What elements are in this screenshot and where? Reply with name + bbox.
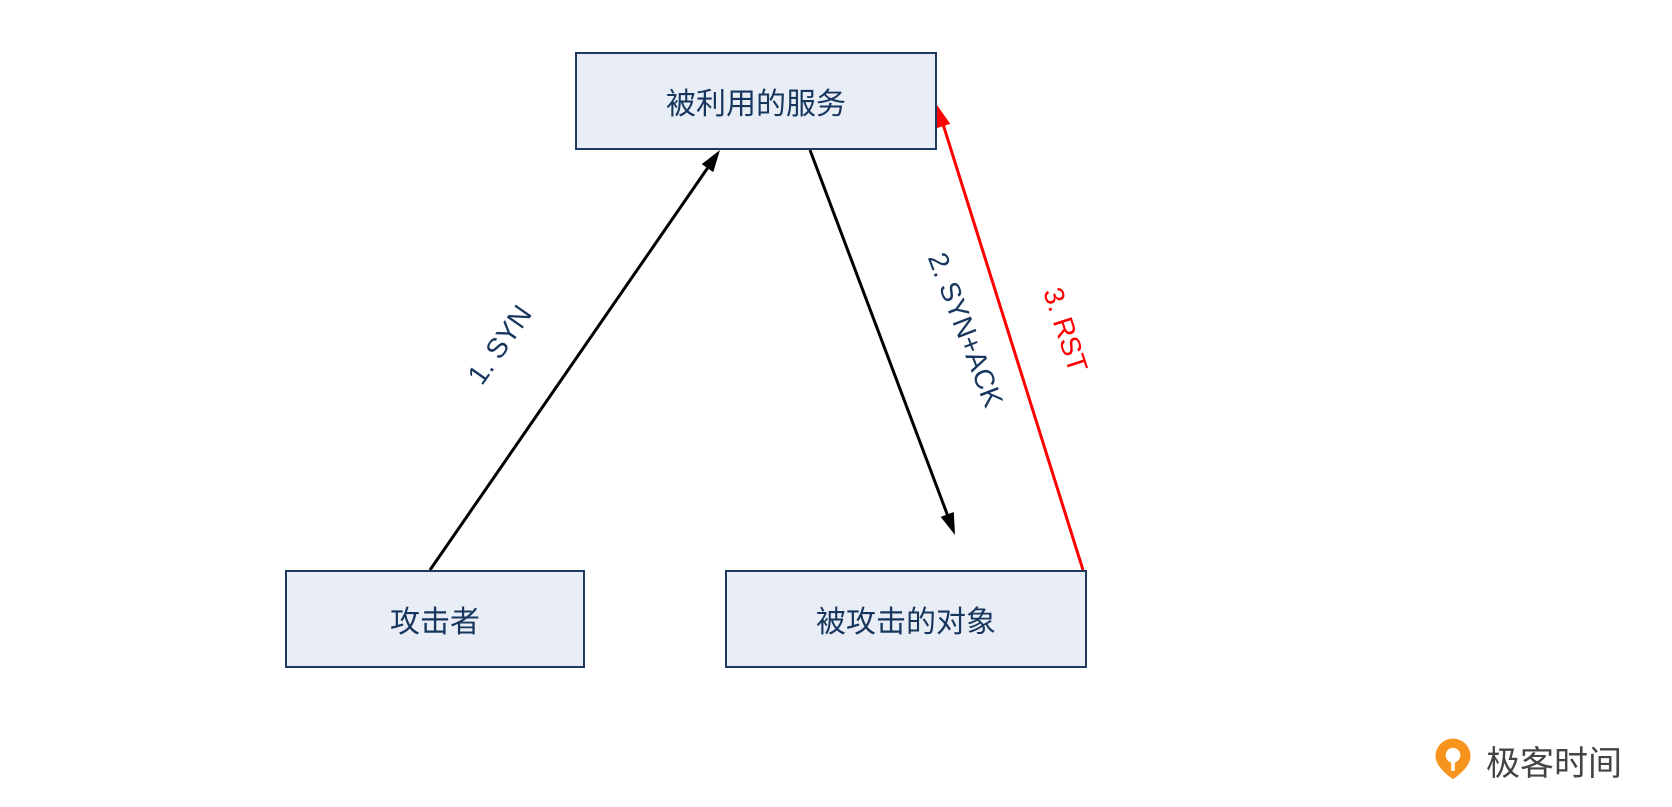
edge-label-synack-text: 2. SYN+ACK (922, 248, 1009, 411)
edge-label-rst-text: 3. RST (1037, 284, 1093, 376)
node-exploited-service: 被利用的服务 (575, 52, 937, 150)
watermark: 极客时间 (1430, 735, 1622, 786)
edge-label-synack: 2. SYN+ACK (921, 248, 1009, 411)
node-victim: 被攻击的对象 (725, 570, 1087, 668)
diagram-stage: { "canvas": { "width": 1672, "height": 8… (0, 0, 1672, 807)
node-victim-label: 被攻击的对象 (816, 597, 996, 641)
node-attacker-label: 攻击者 (390, 597, 480, 641)
edge-label-syn: 1. SYN (461, 299, 538, 390)
watermark-text: 极客时间 (1486, 736, 1622, 785)
watermark-logo-icon (1430, 735, 1476, 786)
edge-label-rst: 3. RST (1036, 284, 1093, 377)
edge-label-syn-text: 1. SYN (461, 299, 537, 389)
node-attacker: 攻击者 (285, 570, 585, 668)
node-exploited-service-label: 被利用的服务 (666, 79, 846, 123)
